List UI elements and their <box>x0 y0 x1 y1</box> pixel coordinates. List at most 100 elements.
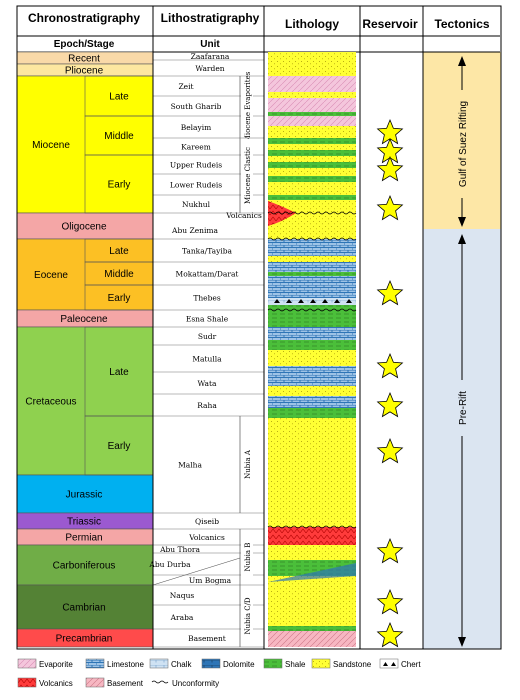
chert-mark <box>322 299 328 303</box>
legend-unconformity-label: Unconformity <box>172 679 219 688</box>
unit-mokattam-label: Mokattam/Darat <box>176 270 239 279</box>
lithology-layer <box>268 176 356 182</box>
legend-shale-label: Shale <box>285 660 306 669</box>
stage-eoc_late-label: Late <box>109 246 129 257</box>
lithology-column <box>267 52 357 647</box>
stage-mio_early-label: Early <box>108 180 131 191</box>
lithology-layer <box>268 576 356 626</box>
lithology-layer <box>268 631 356 647</box>
lithology-layer <box>268 408 356 418</box>
legend: Evaporite Limestone Chalk Dolomite Shale Sand… <box>17 658 421 688</box>
header-lithostratigraphy: Lithostratigraphy <box>161 11 260 25</box>
legend-swatch-dolomite <box>201 658 221 669</box>
chert-mark <box>298 299 304 303</box>
period-cretaceous-label: Cretaceous <box>25 397 76 408</box>
unit-zeit-label: Zeit <box>178 82 193 91</box>
unit-qiseib-label: Qiseib <box>195 517 219 526</box>
legend-chalk-label: Chalk <box>171 660 192 669</box>
lithology-layer <box>268 150 356 156</box>
unit-raha-label: Raha <box>197 401 217 410</box>
lithology-layer <box>268 366 356 386</box>
period-cambrian <box>16 584 154 630</box>
unit-um_bogma-label: Um Bogma <box>189 576 232 585</box>
unit-lower_rudeis-label: Lower Rudeis <box>170 181 222 190</box>
unit-wata-label: Wata <box>197 379 217 388</box>
reservoir-star <box>376 621 404 648</box>
period-pliocene-label: Pliocene <box>65 66 104 77</box>
legend-swatch-unconformity <box>151 680 169 684</box>
period-carboniferous-label: Carboniferous <box>53 561 116 572</box>
legend-volcanics-label: Volcanics <box>39 679 73 688</box>
lithology-layer <box>268 386 356 396</box>
period-jurassic-label: Jurassic <box>66 490 103 501</box>
header-unit: Unit <box>200 39 220 50</box>
lithology-layer <box>268 545 356 560</box>
unit-sudr-label: Sudr <box>198 332 217 341</box>
lithology-layer <box>268 162 356 168</box>
unit-diagonal <box>152 557 241 586</box>
lithology-layer <box>268 527 356 545</box>
lithology-layer <box>268 126 356 138</box>
reservoir-column <box>376 118 404 648</box>
legend-dolomite-label: Dolomite <box>223 660 255 669</box>
unit-tanka-label: Tanka/Tayiba <box>182 247 233 256</box>
period-triassic-label: Triassic <box>67 517 101 528</box>
lithology-layer <box>268 272 356 276</box>
prerift-arrow-top <box>458 234 466 244</box>
rifting-arrow-top <box>458 56 466 66</box>
lithology-layer <box>268 350 356 366</box>
header-epoch-stage: Epoch/Stage <box>54 39 115 50</box>
lithology-layer <box>268 116 356 126</box>
lithology-layer <box>268 626 356 631</box>
lithology-layer <box>268 256 356 262</box>
unit-upper_rudeis-label: Upper Rudeis <box>170 161 222 170</box>
tectonics-rifting-label: Gulf of Suez Rifting <box>458 101 469 187</box>
legend-swatch-chalk <box>149 658 169 669</box>
unconformity-line <box>267 308 357 312</box>
shale-wedge <box>268 563 356 582</box>
unit-thebes-label: Thebes <box>193 294 221 303</box>
reservoir-star <box>376 391 404 418</box>
stage-eoc_early-label: Early <box>108 293 131 304</box>
lithology-layer <box>268 195 356 200</box>
group-nubia_a-label: Nubia A <box>244 449 252 479</box>
reservoir-star <box>376 588 404 615</box>
legend-swatch-evaporite <box>17 658 37 669</box>
group-nubia_b-label: Nubia B <box>244 543 252 572</box>
group-nubia_cd-label: Nubia C/D <box>244 597 252 634</box>
unit-matulla-label: Matulla <box>192 355 222 364</box>
legend-swatch-limestone <box>85 658 105 669</box>
period-miocene-label: Miocene <box>32 140 70 151</box>
group-miocene_clastic-label: Miocene Clastic <box>244 147 252 204</box>
chert-mark <box>310 299 316 303</box>
unconformity-line <box>267 211 357 215</box>
legend-evaporite-label: Evaporite <box>39 660 73 669</box>
lithology-layer <box>268 168 356 176</box>
lithology-layer <box>268 262 356 272</box>
unconformity-line <box>267 237 357 241</box>
period-precambrian-label: Precambrian <box>56 634 113 645</box>
unit-zaafarana-label: Zaafarana <box>191 52 230 61</box>
unit-volcanics_olig-label: Volcanics <box>225 211 262 220</box>
lithology-layer <box>268 305 356 327</box>
header-chronostratigraphy: Chronostratigraphy <box>28 11 140 25</box>
legend-swatch-shale <box>263 658 283 669</box>
period-carboniferous <box>16 544 154 586</box>
reservoir-star <box>376 279 404 306</box>
rifting-arrow-bottom <box>458 217 466 227</box>
volcanic-wedge <box>268 201 296 226</box>
unit-basement-label: Basement <box>188 634 226 643</box>
unit-abu_durba-label: Abu Durba <box>148 560 191 569</box>
prerift-arrow-bottom <box>458 637 466 647</box>
period-oligocene-label: Oligocene <box>61 222 106 233</box>
period-cambrian-label: Cambrian <box>62 603 105 614</box>
lithology-layer <box>268 276 356 298</box>
period-permian-label: Permian <box>65 533 102 544</box>
reservoir-star <box>376 437 404 464</box>
unit-abu_thora-label: Abu Thora <box>159 545 200 554</box>
tectonics-prerift-label: Pre-Rift <box>458 391 469 425</box>
unit-araba-label: Araba <box>170 613 194 622</box>
legend-swatch-chert <box>379 658 399 669</box>
